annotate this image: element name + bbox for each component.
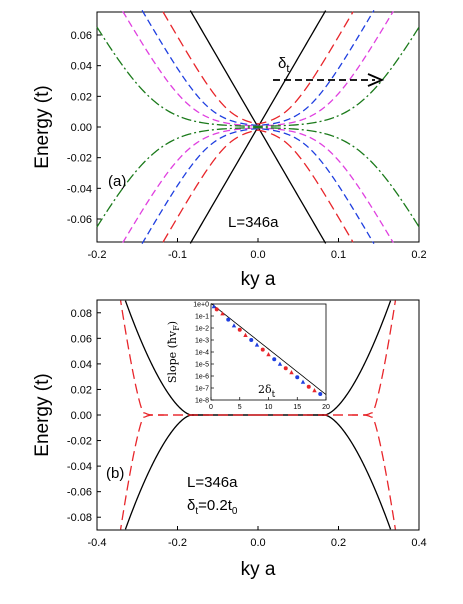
panel-b-series-group <box>119 300 397 530</box>
inset-y-tick-label: 1e-7 <box>195 386 209 393</box>
y-tick-label: -0.04 <box>67 461 92 473</box>
inset-y-tick-label: 1e-6 <box>195 374 209 381</box>
inset-y-tick-label: 1e-5 <box>195 362 209 369</box>
y-tick-label: 0.02 <box>71 384 92 396</box>
panel-b-delta-annotation: δt=0.2t0 <box>187 497 238 517</box>
panel-a-y-axis-label: Energy (t) <box>32 85 53 168</box>
x-tick-label: 0.4 <box>411 537 426 549</box>
panel-b-inset-chart: 0 5 10 15 20 1e+0 1e-1 1e-2 1e-3 1e-4 1e-5 1e-6 1e-… <box>166 302 330 412</box>
y-tick-label: 0.08 <box>71 308 92 320</box>
panel-b-y-ticks: 0.08 0.06 0.04 0.02 0.00 -0.02 -0.04 -0.06 -0.08 <box>67 308 101 524</box>
y-tick-label: 0.06 <box>71 30 92 42</box>
series-2-line <box>162 129 354 243</box>
y-tick-label: 0.04 <box>71 359 92 371</box>
inset-y-tick-label: 1e+0 <box>193 302 209 309</box>
y-tick-label: 0.00 <box>71 122 92 134</box>
inset-x-tick-label: 15 <box>293 404 301 411</box>
inset-data-point <box>295 375 300 380</box>
x-tick-label: -0.2 <box>88 249 107 261</box>
y-tick-label: -0.04 <box>67 183 92 195</box>
panel-b-chart: -0.4 -0.2 0.0 0.2 0.4 0.08 0.06 0.04 0.02 0.00 -0… <box>32 299 427 580</box>
series-2-line <box>162 11 354 125</box>
inset-y-tick-label: 1e-8 <box>195 398 209 405</box>
inset-x-tick-label: 5 <box>238 404 242 411</box>
y-tick-label: 0.02 <box>71 91 92 103</box>
series-2-line <box>119 414 258 530</box>
panel-b-length-annotation: L=346a <box>187 474 238 491</box>
arrow-head-icon <box>367 73 385 87</box>
inset-data-point <box>220 311 225 316</box>
inset-y-ticks: 1e+0 1e-1 1e-2 1e-3 1e-4 1e-5 1e-6 1e-7 1e-8 <box>193 302 214 405</box>
inset-fit-line <box>210 303 327 395</box>
panel-a-series-group <box>96 9 420 245</box>
panel-b-label: (b) <box>106 465 124 482</box>
inset-data-point <box>243 332 248 337</box>
series-5-line <box>96 126 420 228</box>
x-tick-label: -0.2 <box>168 537 187 549</box>
inset-data-point <box>306 384 311 389</box>
y-tick-label: -0.06 <box>67 487 92 499</box>
y-tick-label: 0.06 <box>71 333 92 345</box>
arrow-label: δt <box>278 55 289 75</box>
panel-a-chart: -0.2 -0.1 0.0 0.1 0.2 0.06 0.04 0.02 0.00 -0.02 -… <box>32 9 427 290</box>
x-tick-label: 0.0 <box>250 249 265 261</box>
inset-data-point <box>312 388 317 393</box>
inset-data-point <box>249 338 254 342</box>
panel-a-label: (a) <box>108 173 126 190</box>
series-2-line <box>258 414 397 530</box>
inset-data-point <box>254 342 260 347</box>
panel-a-shift-arrow: δt <box>273 55 385 87</box>
x-tick-label: 0.0 <box>250 537 265 549</box>
y-tick-label: -0.06 <box>67 214 92 226</box>
x-tick-label: -0.1 <box>168 249 187 261</box>
panel-b-y-axis-label: Energy (t) <box>32 373 53 456</box>
inset-x-ticks: 0 5 10 15 20 <box>209 397 330 411</box>
inset-data-point <box>272 357 277 362</box>
inset-curve-label: 2δt <box>258 383 276 400</box>
panel-a-y-ticks: 0.06 0.04 0.02 0.00 -0.02 -0.04 -0.06 <box>67 30 101 226</box>
inset-data-point <box>214 307 219 312</box>
panel-a-x-ticks: -0.2 -0.1 0.0 0.1 0.2 <box>88 238 427 261</box>
y-tick-label: 0.04 <box>71 61 92 73</box>
panel-a-length-annotation: L=346a <box>228 214 279 231</box>
inset-y-tick-label: 1e-3 <box>195 338 209 345</box>
x-tick-label: -0.4 <box>88 537 107 549</box>
inset-data-point <box>260 347 265 352</box>
x-tick-label: 0.1 <box>331 249 346 261</box>
y-tick-label: 0.00 <box>71 410 92 422</box>
inset-y-tick-label: 1e-4 <box>195 350 209 357</box>
x-tick-label: 0.2 <box>411 249 426 261</box>
inset-data-point <box>231 323 237 328</box>
inset-data-point <box>237 327 242 332</box>
series-5-line <box>96 26 420 128</box>
panel-b-x-axis-label: ky a <box>241 559 276 580</box>
inset-data-point <box>211 304 217 309</box>
x-tick-label: 0.2 <box>331 537 346 549</box>
inset-data-point <box>318 392 323 396</box>
inset-data-point <box>266 352 271 357</box>
panel-a-x-axis-label: ky a <box>241 269 276 290</box>
inset-y-axis-label: Slope (ħvF) <box>166 321 181 383</box>
inset-data-point <box>226 317 231 322</box>
inset-data-point <box>300 379 306 384</box>
inset-y-tick-label: 1e-2 <box>195 326 209 333</box>
inset-data-point <box>289 370 294 375</box>
y-tick-label: -0.02 <box>67 153 92 165</box>
inset-x-tick-label: 10 <box>265 404 273 411</box>
inset-data-point <box>283 366 288 371</box>
inset-x-tick-label: 0 <box>209 404 213 411</box>
panel-b-x-ticks: -0.4 -0.2 0.0 0.2 0.4 <box>88 526 427 549</box>
inset-y-tick-label: 1e-1 <box>195 314 209 321</box>
y-tick-label: -0.02 <box>67 436 92 448</box>
inset-series-group <box>210 303 327 396</box>
inset-data-point <box>277 361 283 366</box>
inset-x-tick-label: 20 <box>322 404 330 411</box>
y-tick-label: -0.08 <box>67 512 92 524</box>
